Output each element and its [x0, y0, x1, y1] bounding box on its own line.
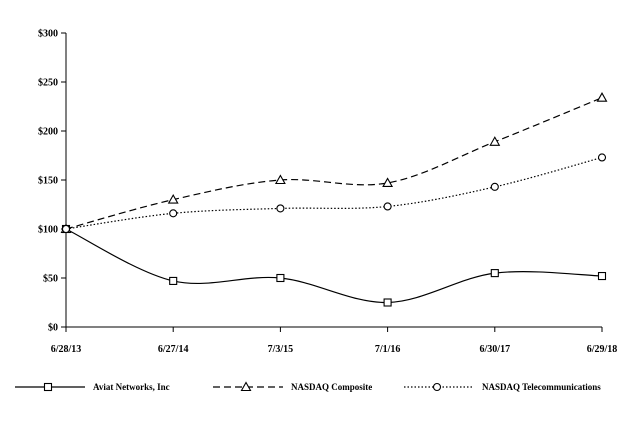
data-point [490, 182, 499, 191]
data-point [169, 209, 178, 218]
y-tick-label: $250 [38, 78, 58, 89]
legend-label: NASDAQ Telecommunications [482, 382, 601, 392]
y-axis: $0 $50 $100 $150 $200 $250 $300 [38, 29, 67, 334]
data-point [61, 224, 71, 234]
data-point [383, 202, 392, 211]
data-point [276, 273, 285, 283]
series-line [65, 97, 603, 230]
y-tick-label: $300 [38, 29, 58, 40]
data-point [276, 204, 285, 213]
x-axis: 6/28/13 6/27/14 7/3/15 7/1/16 6/30/17 6/29/18 [51, 326, 618, 355]
data-point [274, 174, 286, 185]
series-triangle [60, 92, 608, 234]
data-point [596, 92, 608, 102]
data-point [382, 177, 394, 187]
data-point [489, 136, 501, 146]
x-tick-label: 6/30/17 [480, 344, 511, 355]
y-tick-label: $150 [38, 176, 58, 187]
data-point [597, 153, 607, 162]
x-tick-label: 6/27/14 [158, 344, 189, 355]
series-line [65, 228, 603, 304]
data-point [167, 193, 179, 204]
data-point [383, 298, 392, 307]
legend-label: NASDAQ Composite [291, 382, 372, 392]
legend-item: Aviat Networks, Inc [15, 382, 170, 392]
legend: Aviat Networks, Inc NASDAQ Composite NASDA… [15, 381, 601, 392]
data-point [597, 271, 607, 281]
x-tick-label: 6/29/18 [587, 344, 618, 355]
x-tick-label: 6/28/13 [51, 344, 82, 355]
series-square [61, 224, 607, 307]
y-tick-label: $50 [43, 274, 58, 285]
legend-item: NASDAQ Telecommunications [404, 382, 601, 392]
series-circle [61, 153, 607, 234]
y-tick-label: $0 [48, 323, 58, 334]
series-layer [60, 92, 608, 307]
legend-marker [43, 382, 53, 392]
legend-item: NASDAQ Composite [213, 381, 372, 392]
x-tick-label: 7/3/15 [268, 344, 294, 355]
series-line [65, 156, 603, 230]
x-tick-label: 7/1/16 [375, 344, 401, 355]
legend-marker [432, 382, 442, 392]
legend-marker [240, 381, 252, 392]
y-tick-label: $100 [38, 225, 58, 236]
data-point [490, 269, 499, 278]
data-point [169, 276, 178, 285]
legend-label: Aviat Networks, Inc [93, 382, 170, 392]
y-tick-label: $200 [38, 127, 58, 138]
